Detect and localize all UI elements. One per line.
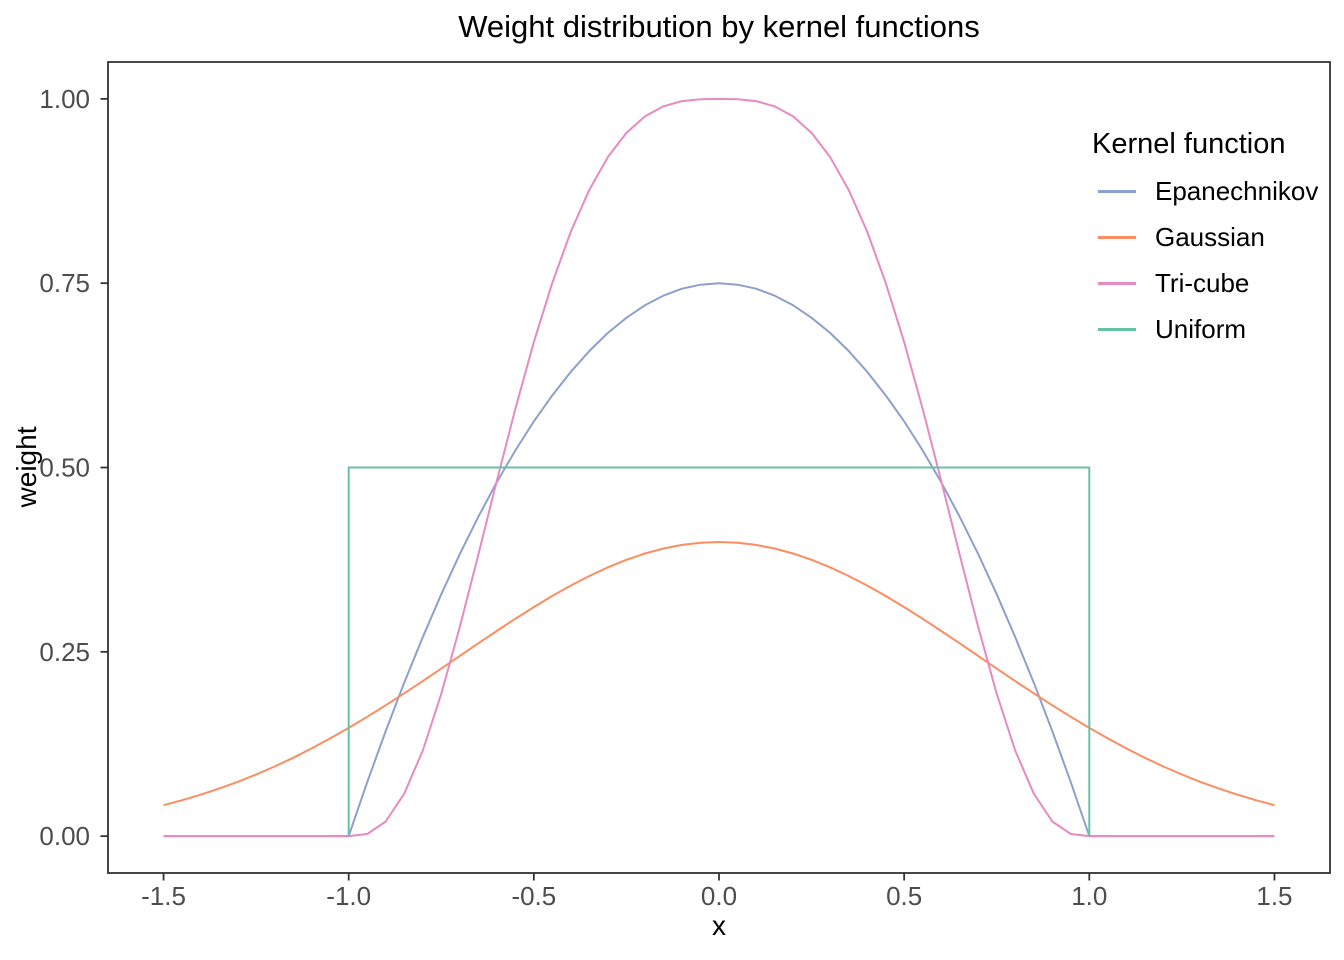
y-tick-label: 0.75 (39, 268, 90, 298)
y-tick-label: 1.00 (39, 84, 90, 114)
x-tick-label: 1.0 (1071, 881, 1107, 911)
legend-item-uniform: Uniform (1092, 306, 1337, 352)
legend: Kernel function Epanechnikov Gaussian Tri-… (1092, 126, 1337, 352)
x-axis-title: x (712, 910, 726, 941)
legend-title: Kernel function (1092, 128, 1286, 160)
x-tick-label: -0.5 (511, 881, 556, 911)
y-axis-title: weight (11, 426, 42, 508)
legend-key-line (1098, 327, 1136, 331)
legend-key-line (1098, 189, 1136, 193)
legend-items: Epanechnikov Gaussian Tri-cube Uniform (1092, 168, 1337, 352)
x-tick-label: 0.5 (886, 881, 922, 911)
chart-title: Weight distribution by kernel functions (458, 9, 980, 44)
x-tick-label: -1.0 (326, 881, 371, 911)
x-tick-label: 1.5 (1256, 881, 1292, 911)
legend-item-tri-cube: Tri-cube (1092, 260, 1337, 306)
legend-key-line (1098, 235, 1136, 239)
x-tick-label: 0.0 (701, 881, 737, 911)
legend-item-label: Uniform (1155, 314, 1247, 344)
y-tick-label: 0.00 (39, 821, 90, 851)
legend-item-gaussian: Gaussian (1092, 214, 1337, 260)
legend-item-label: Gaussian (1155, 222, 1265, 252)
legend-key-line (1098, 281, 1136, 285)
series-line-uniform (347, 466, 1091, 837)
legend-item-label: Tri-cube (1155, 268, 1250, 298)
y-tick-label: 0.50 (39, 453, 90, 483)
y-tick-label: 0.25 (39, 637, 90, 667)
legend-item-label: Epanechnikov (1155, 176, 1319, 206)
legend-item-epanechnikov: Epanechnikov (1092, 168, 1337, 214)
x-tick-label: -1.5 (141, 881, 186, 911)
